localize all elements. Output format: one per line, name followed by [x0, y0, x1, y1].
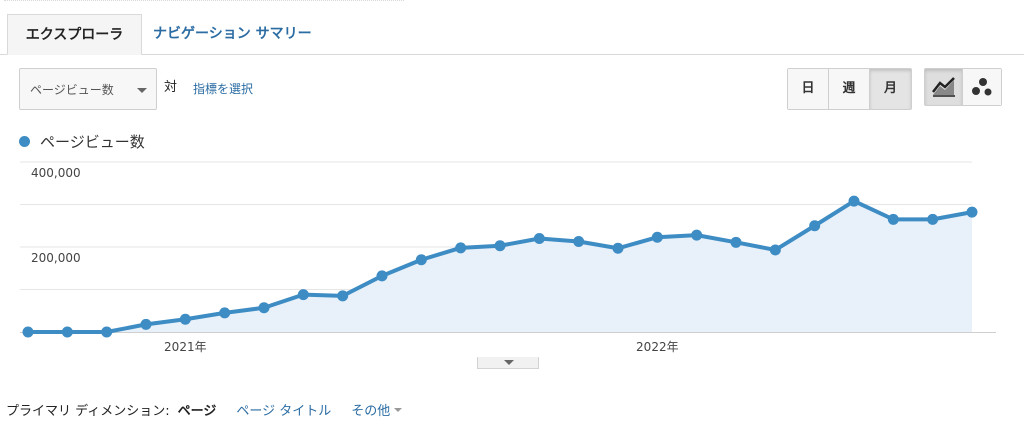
y-tick-label: 200,000 — [31, 251, 81, 265]
chart-legend: ページビュー数 — [19, 131, 145, 152]
y-tick-label: 400,000 — [31, 166, 81, 180]
data-point — [887, 213, 899, 225]
tab-bar: エクスプローラ ナビゲーション サマリー — [0, 14, 1024, 55]
dimension-more-dropdown[interactable]: その他 — [351, 400, 403, 419]
motion-chart-button[interactable] — [963, 69, 1001, 105]
data-point — [573, 235, 585, 247]
line-chart-button[interactable] — [925, 69, 963, 105]
chart-view-toggle — [924, 68, 1002, 106]
data-point — [809, 220, 821, 232]
data-point — [848, 195, 860, 207]
data-point — [22, 326, 34, 338]
data-point — [101, 326, 113, 338]
week-button[interactable]: 週 — [829, 69, 870, 109]
chevron-down-icon — [394, 407, 403, 412]
tab-navigation-summary[interactable]: ナビゲーション サマリー — [153, 26, 312, 42]
data-point — [966, 206, 978, 218]
dimension-page: ページ — [177, 404, 217, 419]
select-metric-link[interactable]: 指標を選択 — [193, 82, 254, 96]
data-point — [297, 289, 309, 301]
data-point — [494, 240, 506, 252]
data-point — [258, 302, 270, 314]
series-area — [28, 201, 972, 332]
data-point — [415, 254, 427, 266]
legend-marker — [19, 136, 30, 147]
data-point — [691, 229, 703, 241]
data-point — [455, 242, 467, 254]
data-point — [140, 318, 152, 330]
vs-label: 対 — [164, 80, 178, 95]
x-tick-label: 2022年 — [636, 340, 679, 354]
line-chart-icon — [931, 77, 955, 97]
data-point — [651, 231, 663, 243]
data-point — [533, 233, 545, 244]
data-point — [219, 307, 231, 319]
day-button[interactable]: 日 — [788, 69, 829, 109]
period-toggle: 日 週 月 — [787, 68, 912, 110]
motion-chart-icon — [972, 78, 992, 96]
data-point — [927, 213, 939, 225]
data-point — [769, 244, 781, 256]
data-point — [337, 290, 349, 302]
data-point — [730, 236, 742, 248]
chevron-down-icon — [504, 360, 514, 365]
dimension-page-title-link[interactable]: ページ タイトル — [236, 404, 332, 419]
primary-dimension-row: プライマリ ディメンション: ページ ページ タイトル その他 — [6, 400, 403, 419]
primary-dimension-label: プライマリ ディメンション: — [6, 404, 170, 419]
legend-label: ページビュー数 — [40, 133, 145, 151]
pageviews-line-chart: 400,000 200,000 2021年 2022年 — [20, 161, 996, 354]
tab-explorer[interactable]: エクスプローラ — [7, 14, 142, 55]
x-tick-label: 2021年 — [164, 340, 207, 354]
data-point — [612, 242, 624, 254]
metric-select[interactable]: ページビュー数 — [19, 68, 157, 110]
dimension-more-label: その他 — [351, 404, 391, 419]
top-divider — [4, 0, 404, 1]
data-point — [376, 270, 388, 282]
month-button[interactable]: 月 — [870, 69, 911, 109]
chevron-down-icon — [137, 88, 147, 93]
data-point — [179, 313, 191, 325]
metric-select-value: ページビュー数 — [30, 83, 114, 97]
data-point — [61, 326, 73, 338]
chart-expand-handle[interactable] — [477, 357, 539, 369]
